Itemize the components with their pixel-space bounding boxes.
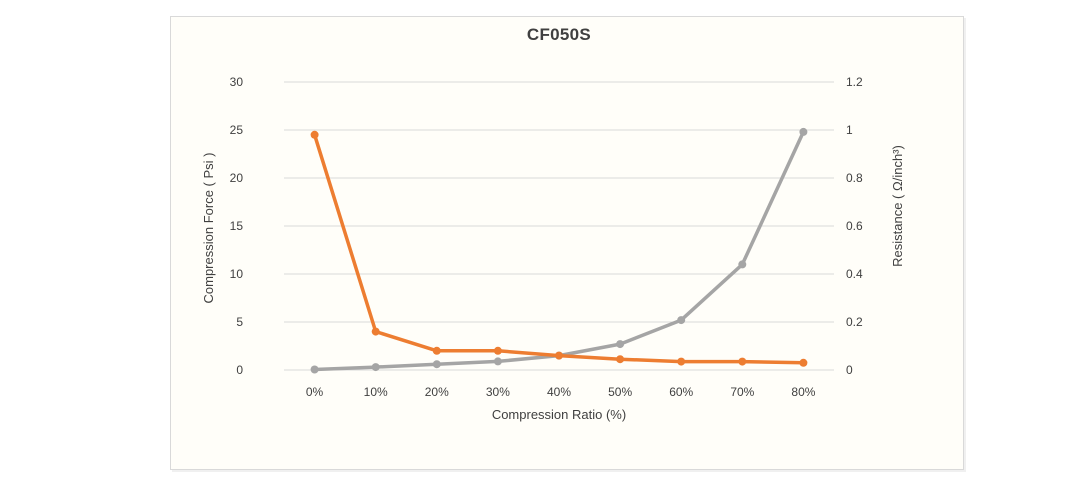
compression-force-data-point <box>493 357 502 366</box>
compression-force-data-point <box>616 340 625 349</box>
resistance-data-point <box>493 346 502 355</box>
resistance-data-point <box>677 357 686 366</box>
left-axis-tick-label: 10 <box>229 267 243 281</box>
left-axis-tick-label: 0 <box>236 363 243 377</box>
right-axis-tick-label: 0.2 <box>846 315 863 329</box>
x-axis-tick-label: 40% <box>546 385 572 399</box>
x-axis-tick-label: 60% <box>669 385 694 399</box>
right-axis-tick-label: 1 <box>846 123 853 137</box>
compression-force-data-point <box>677 316 686 325</box>
resistance-data-point <box>738 357 747 366</box>
right-axis-tick-label: 0 <box>846 363 853 377</box>
left-axis-tick-label: 30 <box>229 75 243 89</box>
compression-force-data-point <box>310 365 319 374</box>
x-axis-title: Compression Ratio (%) <box>491 407 627 422</box>
resistance-data-point <box>432 346 441 355</box>
compression-force-data-point <box>799 127 808 136</box>
chart-title: CF050S <box>526 25 592 44</box>
right-axis-title: Resistance ( Ω/inch³) <box>890 145 905 267</box>
left-axis-tick-label: 5 <box>236 315 243 329</box>
x-axis-tick-label: 80% <box>791 385 816 399</box>
compression-force-data-point <box>371 363 380 372</box>
resistance-line <box>312 133 806 365</box>
resistance-data-point <box>371 327 380 336</box>
x-axis-tick-label: 70% <box>730 385 755 399</box>
left-axis-tick-label: 25 <box>229 123 243 137</box>
right-axis-tick-label: 0.8 <box>846 171 863 185</box>
compression-force-data-point <box>738 260 747 269</box>
x-axis-tick-label: 20% <box>424 385 449 399</box>
right-axis-tick-label: 0.4 <box>846 267 863 281</box>
plot-svg <box>284 81 834 374</box>
right-axis-tick-label: 0.6 <box>846 219 863 233</box>
x-axis-tick-label: 30% <box>485 385 510 399</box>
left-axis-tick-label: 20 <box>229 171 243 185</box>
chart-frame: CF050S 0 5 10 15 20 25 30 0 0.2 0.4 0.6 0.8 1 1.2 0%… <box>170 16 964 470</box>
x-axis-tick-label: 50% <box>608 385 633 399</box>
left-axis-title: Compression Force ( Psi ) <box>201 152 216 304</box>
compression-force-data-point <box>432 360 441 369</box>
resistance-data-point <box>799 358 808 367</box>
x-axis-tick-label: 10% <box>363 385 388 399</box>
right-axis-tick-label: 1.2 <box>846 75 863 89</box>
resistance-data-point <box>555 351 563 360</box>
resistance-data-point <box>310 130 319 139</box>
resistance-data-point <box>616 355 625 364</box>
x-axis-tick-label: 0% <box>305 385 324 399</box>
left-axis-tick-label: 15 <box>229 219 243 233</box>
